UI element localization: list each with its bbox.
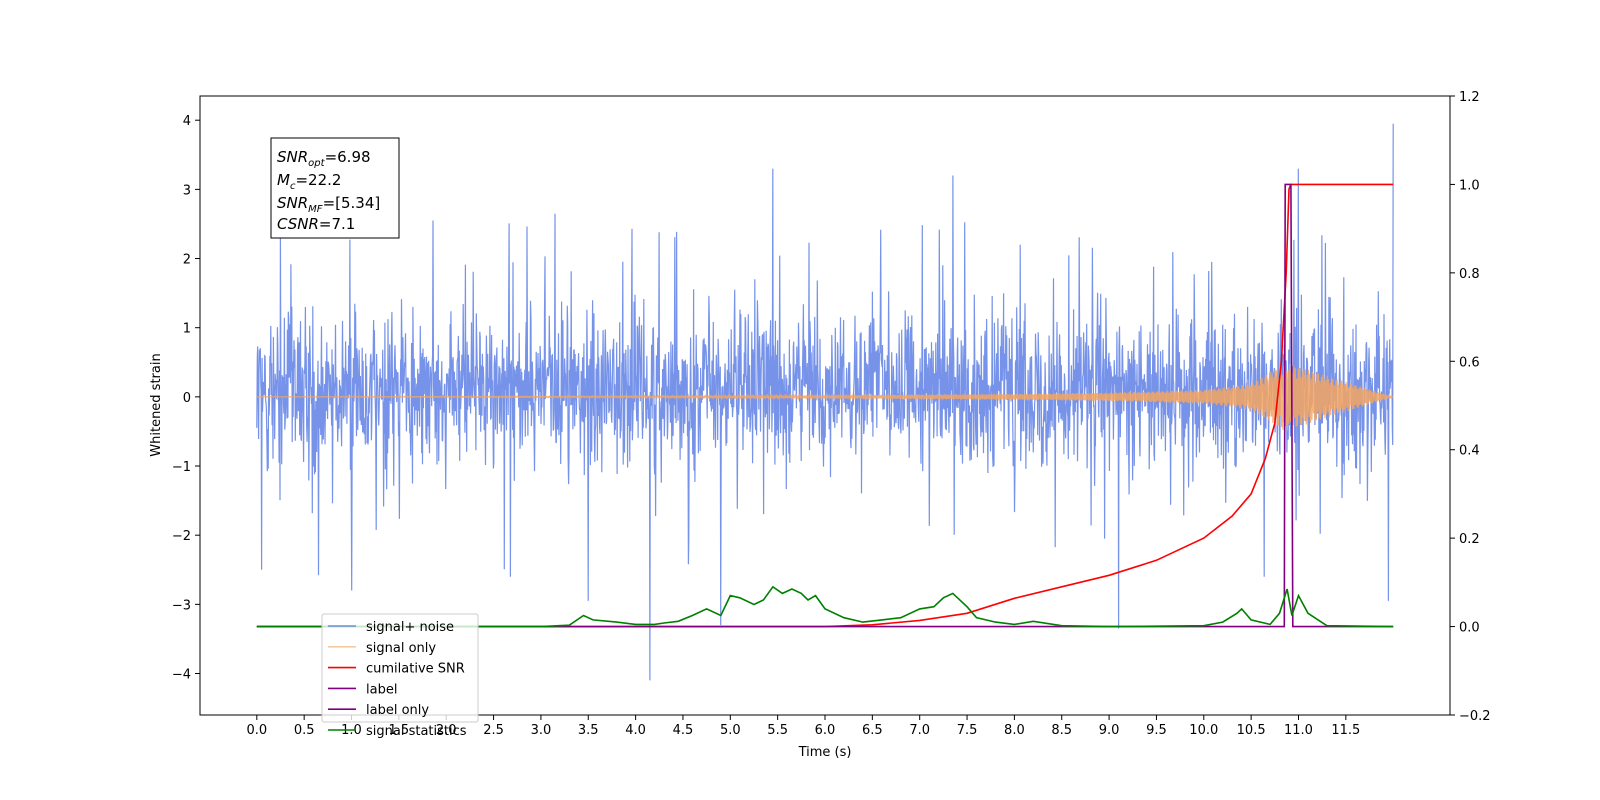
x-tick-label: 11.0 [1284, 723, 1313, 738]
legend-cumulative-snr: cumilative SNR [328, 662, 465, 677]
x-tick-label: 10.0 [1189, 723, 1218, 738]
y2-tick-label: 0.6 [1459, 355, 1480, 370]
legend-label-text: signal only [366, 641, 436, 656]
y-tick-label: 0 [183, 391, 191, 406]
y-tick-label: 2 [183, 253, 191, 268]
y2-tick-label: 0.4 [1459, 444, 1480, 459]
series-signal-statistics-line [256, 585, 1394, 628]
y2-tick-label: −0.2 [1459, 709, 1491, 724]
legend-label-text: signal+ noise [366, 620, 454, 635]
series-cumulative-snr-line [256, 183, 1394, 628]
x-tick-label: 0.0 [246, 723, 267, 738]
annotation-snr-opt: SNRopt=6.98 [277, 148, 371, 169]
x-tick-label: 4.5 [673, 723, 694, 738]
x-tick-label: 7.5 [957, 723, 978, 738]
y-tick-label: −2 [172, 529, 191, 544]
series-label-line [256, 183, 1394, 628]
x-tick-label: 3.5 [578, 723, 599, 738]
x-tick-label: 8.0 [1004, 723, 1025, 738]
y2-tick-label: 1.2 [1459, 90, 1480, 105]
annotation-csnr: CSNR=7.1 [277, 215, 355, 233]
plot-area [256, 123, 1394, 681]
y2-tick-label: 0.0 [1459, 621, 1480, 636]
y-tick-label: 3 [183, 183, 191, 198]
y-axis-label: Whitened strain [149, 353, 164, 456]
x-tick-label: 5.5 [767, 723, 788, 738]
x-tick-label: 0.5 [294, 723, 315, 738]
annotation-mc: Mc=22.2 [277, 171, 341, 192]
legend-signal-statistics: signal statistics [328, 724, 467, 739]
y2-tick-label: 1.0 [1459, 178, 1480, 193]
series-signal-noise-line [256, 123, 1394, 681]
legend-label-text: label [366, 682, 397, 697]
y-tick-label: −4 [172, 668, 191, 683]
x-tick-label: 4.0 [625, 723, 646, 738]
x-tick-label: 9.0 [1099, 723, 1120, 738]
series-signal-only-line [256, 362, 1394, 431]
y-tick-label: −1 [172, 460, 191, 475]
x-axis-label: Time (s) [798, 745, 852, 760]
x-tick-label: 2.0 [436, 723, 457, 738]
x-tick-label: 6.0 [815, 723, 836, 738]
x-tick-label: 9.5 [1146, 723, 1167, 738]
y2-tick-label: 0.2 [1459, 532, 1480, 547]
legend-label-text: cumilative SNR [366, 662, 465, 677]
x-tick-label: 3.0 [531, 723, 552, 738]
y2-tick-label: 0.8 [1459, 267, 1480, 282]
legend-label-text: signal statistics [366, 724, 467, 739]
x-tick-label: 2.5 [483, 723, 504, 738]
legend-signal-noise: signal+ noise [328, 620, 454, 635]
y-tick-label: 4 [183, 114, 191, 129]
legend: signal+ noise signal only cumilative SNR la… [321, 613, 479, 739]
legend-label: label [328, 682, 397, 697]
axes: 0.0 0.5 1.0 1.5 2.0 2.5 3.0 3.5 4.0 4.5 5.0 5.5 6.0 6… [172, 90, 1491, 738]
x-tick-label: 6.5 [862, 723, 883, 738]
legend-label-text: label only [366, 703, 429, 718]
x-tick-label: 5.0 [720, 723, 741, 738]
annotation-snr-mf: SNRMF=[5.34] [277, 194, 380, 215]
x-tick-label: 7.0 [909, 723, 930, 738]
y-tick-label: −3 [172, 598, 191, 613]
legend-signal-only: signal only [328, 641, 436, 656]
y-tick-label: 1 [183, 322, 191, 337]
x-tick-label: 1.5 [389, 723, 410, 738]
annotation-box: SNRopt=6.98 Mc=22.2 SNRMF=[5.34] CSNR=7.… [270, 137, 400, 239]
x-tick-label: 10.5 [1237, 723, 1266, 738]
x-tick-label: 11.5 [1331, 723, 1360, 738]
legend-label-only: label only [328, 703, 429, 718]
x-tick-label: 8.5 [1051, 723, 1072, 738]
